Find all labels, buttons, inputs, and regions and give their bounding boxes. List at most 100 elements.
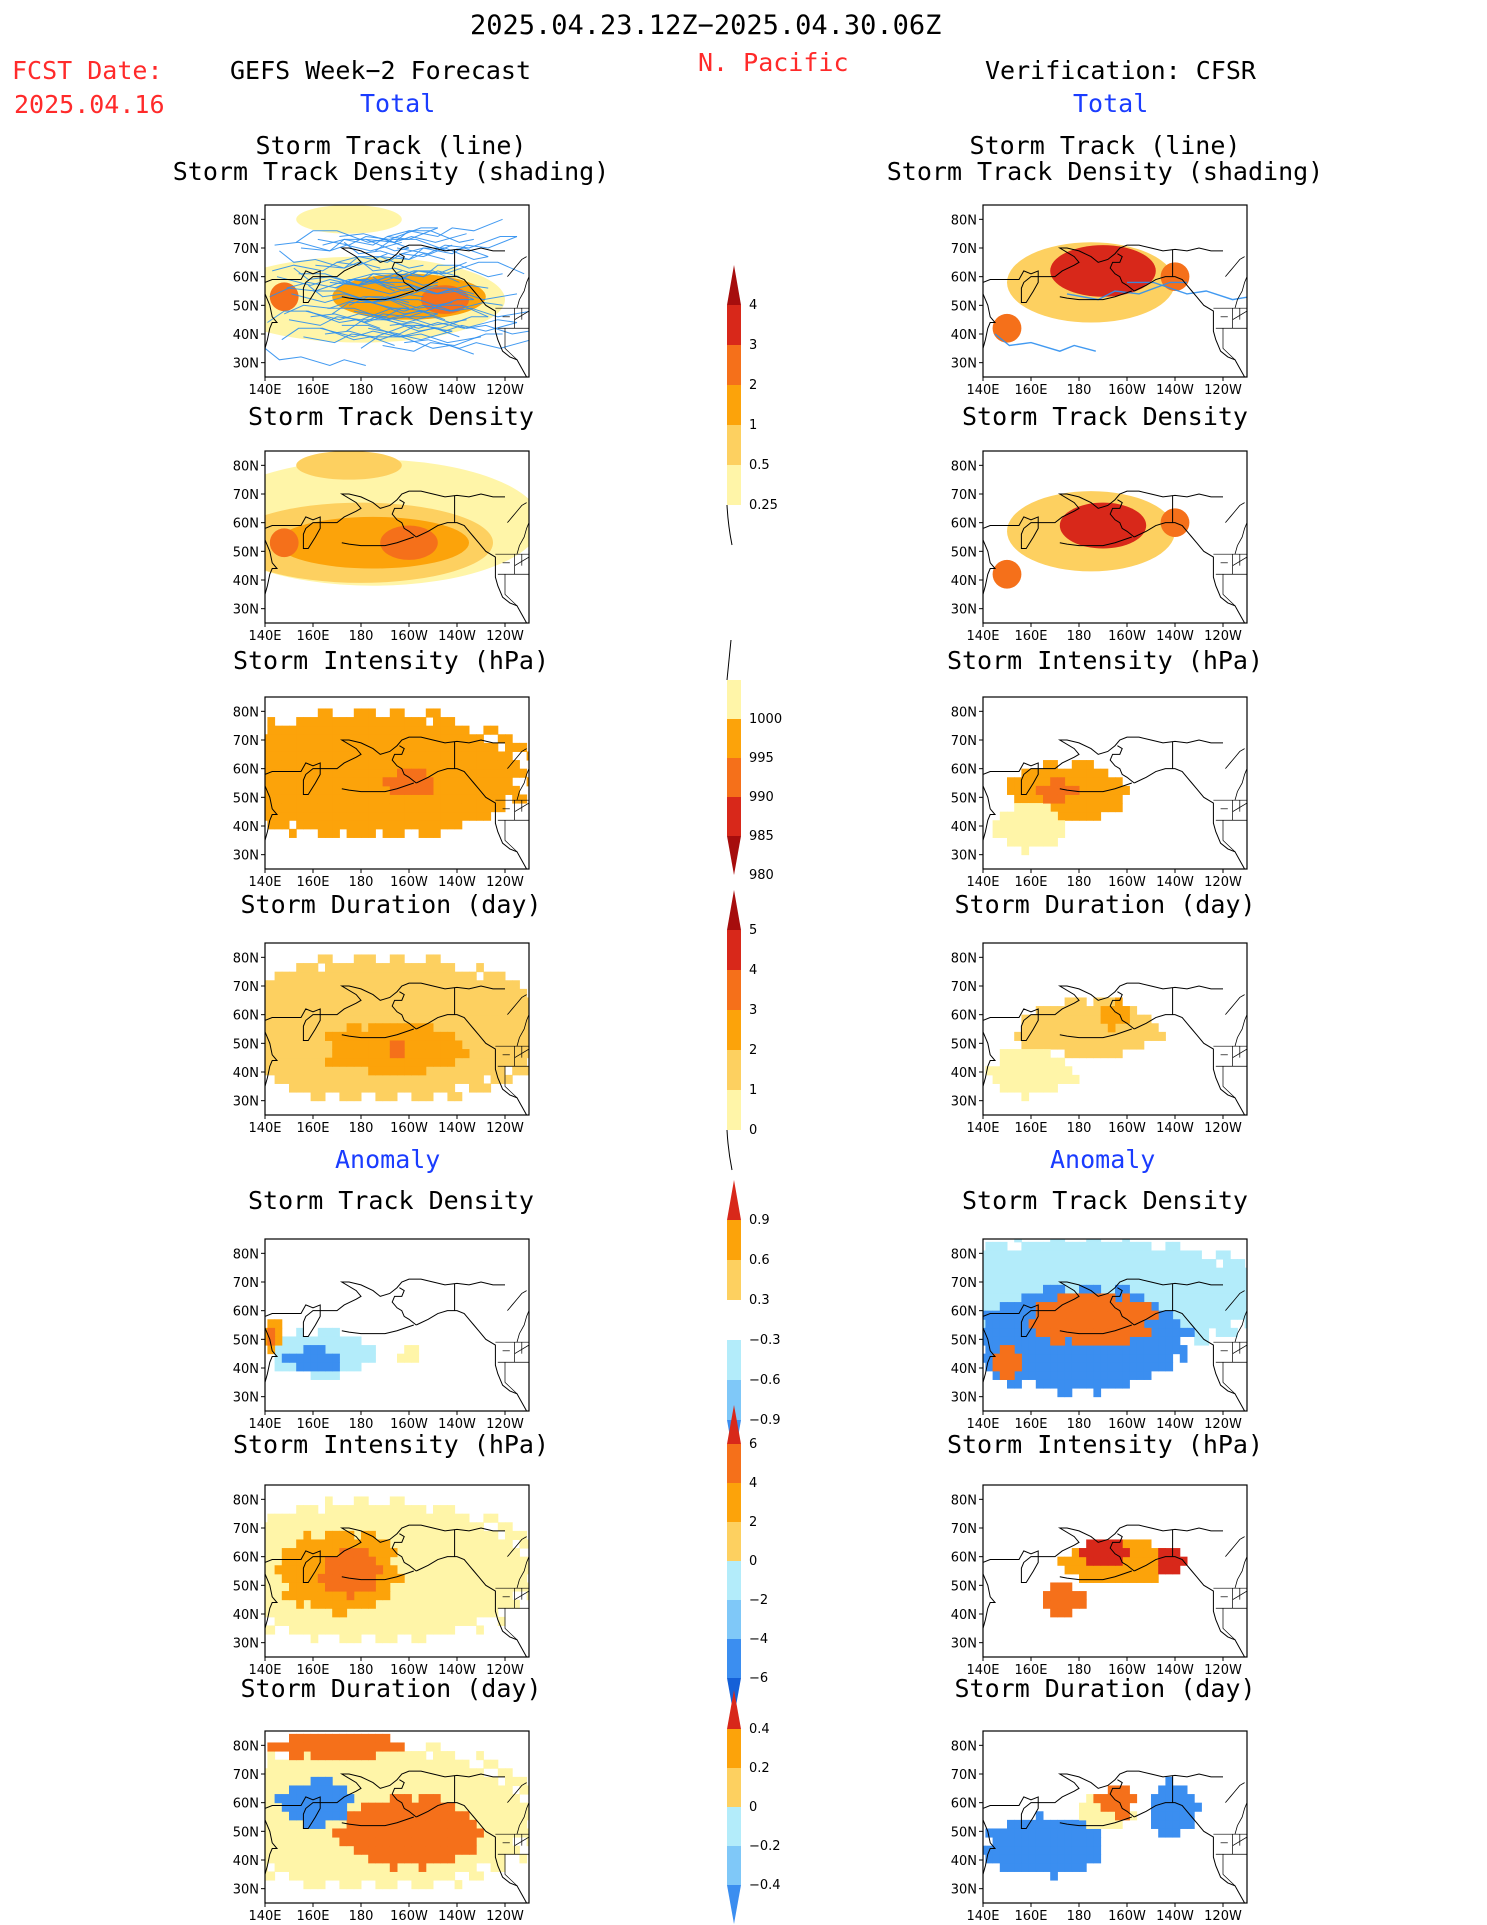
grid-cell bbox=[440, 794, 448, 804]
grid-cell bbox=[483, 1608, 492, 1618]
grid-cell bbox=[519, 1565, 528, 1575]
grid-cell bbox=[274, 1768, 283, 1778]
grid-cell bbox=[1115, 1319, 1123, 1329]
grid-cell bbox=[418, 777, 427, 787]
lat-tick-label: 50N bbox=[233, 299, 259, 314]
coastline bbox=[1059, 1570, 1132, 1581]
grid-cell bbox=[1100, 1327, 1109, 1337]
grid-cell bbox=[1215, 1327, 1224, 1337]
grid-cell bbox=[339, 811, 348, 821]
grid-cell bbox=[346, 1539, 355, 1549]
grid-cell bbox=[1064, 1828, 1073, 1838]
coastline bbox=[1133, 1310, 1246, 1411]
grid-cell bbox=[1151, 1327, 1159, 1337]
grid-cell bbox=[411, 1634, 420, 1644]
grid-cell bbox=[303, 1854, 312, 1864]
grid-cell bbox=[433, 820, 441, 830]
grid-cell bbox=[1050, 1293, 1058, 1303]
grid-cell bbox=[1064, 1074, 1073, 1084]
grid-cell bbox=[440, 1548, 448, 1558]
grid-cell bbox=[1122, 1259, 1130, 1269]
grid-cell bbox=[418, 1794, 427, 1804]
grid-cell bbox=[1165, 1802, 1174, 1812]
grid-cell bbox=[368, 1733, 376, 1743]
lon-tick-label: 160W bbox=[390, 1663, 428, 1678]
grid-cell bbox=[1115, 1310, 1123, 1320]
grid-cell bbox=[1122, 1310, 1130, 1320]
coastline bbox=[391, 1287, 417, 1326]
grid-cell bbox=[325, 1819, 333, 1829]
grid-cell bbox=[361, 1608, 369, 1618]
grid-cell bbox=[1093, 1006, 1102, 1016]
grid-cell bbox=[1050, 1362, 1058, 1372]
grid-cell bbox=[1230, 1302, 1238, 1312]
grid-cell bbox=[1014, 1862, 1022, 1872]
grid-cell bbox=[1079, 1241, 1087, 1251]
grid-cell bbox=[303, 1776, 312, 1786]
grid-cell bbox=[985, 1327, 994, 1337]
grid-cell bbox=[1007, 1083, 1015, 1093]
grid-cell bbox=[346, 1565, 355, 1575]
lat-tick-label: 80N bbox=[233, 1247, 259, 1262]
grid-cell bbox=[317, 1837, 326, 1847]
grid-cell bbox=[382, 768, 391, 778]
grid-cell bbox=[411, 1591, 420, 1601]
grid-cell bbox=[317, 1074, 326, 1084]
grid-cell bbox=[1071, 768, 1080, 778]
grid-cell bbox=[246, 1811, 254, 1820]
grid-cell bbox=[454, 1548, 463, 1558]
grid-cell bbox=[942, 1268, 950, 1277]
grid-cell bbox=[440, 1819, 448, 1829]
grid-cell bbox=[418, 1522, 427, 1532]
grid-cell bbox=[382, 777, 391, 787]
grid-cell bbox=[476, 997, 484, 1007]
grid-cell bbox=[274, 1854, 283, 1864]
grid-cell bbox=[447, 1513, 456, 1523]
grid-cell bbox=[339, 785, 348, 795]
grid-cell bbox=[368, 777, 376, 787]
grid-cell bbox=[512, 794, 520, 804]
lat-tick-label: 30N bbox=[233, 849, 259, 864]
grid-cell bbox=[382, 1092, 391, 1102]
grid-cell bbox=[983, 1353, 986, 1363]
grid-cell bbox=[353, 1582, 362, 1592]
grid-cell bbox=[1079, 1267, 1087, 1277]
grid-cell bbox=[265, 742, 268, 752]
grid-cell bbox=[418, 751, 427, 761]
grid-cell bbox=[505, 1556, 513, 1566]
grid-cell bbox=[310, 1505, 319, 1515]
grid-cell bbox=[303, 1828, 312, 1838]
grid-cell bbox=[389, 1066, 398, 1076]
grid-cell bbox=[303, 971, 312, 981]
grid-cell bbox=[425, 751, 434, 761]
grid-cell bbox=[339, 1014, 348, 1024]
grid-cell bbox=[497, 1599, 506, 1609]
coastline bbox=[1109, 1533, 1135, 1572]
grid-cell bbox=[368, 1828, 376, 1838]
grid-cell bbox=[1028, 1057, 1037, 1067]
grid-cell bbox=[404, 1505, 412, 1515]
lat-tick-label: 70N bbox=[233, 1768, 259, 1783]
grid-cell bbox=[1165, 1565, 1174, 1575]
grid-cell bbox=[1043, 820, 1051, 830]
grid-cell bbox=[310, 1785, 319, 1795]
grid-cell bbox=[346, 1759, 355, 1769]
grid-cell bbox=[296, 1353, 304, 1363]
grid-cell bbox=[353, 1031, 362, 1041]
grid-cell bbox=[382, 1634, 391, 1644]
grid-cell bbox=[1165, 1353, 1174, 1363]
grid-cell bbox=[411, 1759, 420, 1769]
grid-cell bbox=[1100, 1819, 1109, 1829]
grid-cell bbox=[389, 1040, 398, 1050]
grid-cell bbox=[274, 1353, 283, 1363]
grid-cell bbox=[224, 1032, 232, 1041]
grid-cell bbox=[332, 785, 340, 795]
grid-cell bbox=[310, 980, 319, 990]
grid-cell bbox=[1021, 1023, 1030, 1033]
grid-cell bbox=[476, 777, 484, 787]
grid-cell bbox=[1165, 1548, 1174, 1558]
grid-cell bbox=[203, 1557, 211, 1566]
grid-cell bbox=[497, 997, 506, 1007]
grid-cell bbox=[1057, 828, 1066, 838]
grid-cell bbox=[433, 1742, 441, 1752]
